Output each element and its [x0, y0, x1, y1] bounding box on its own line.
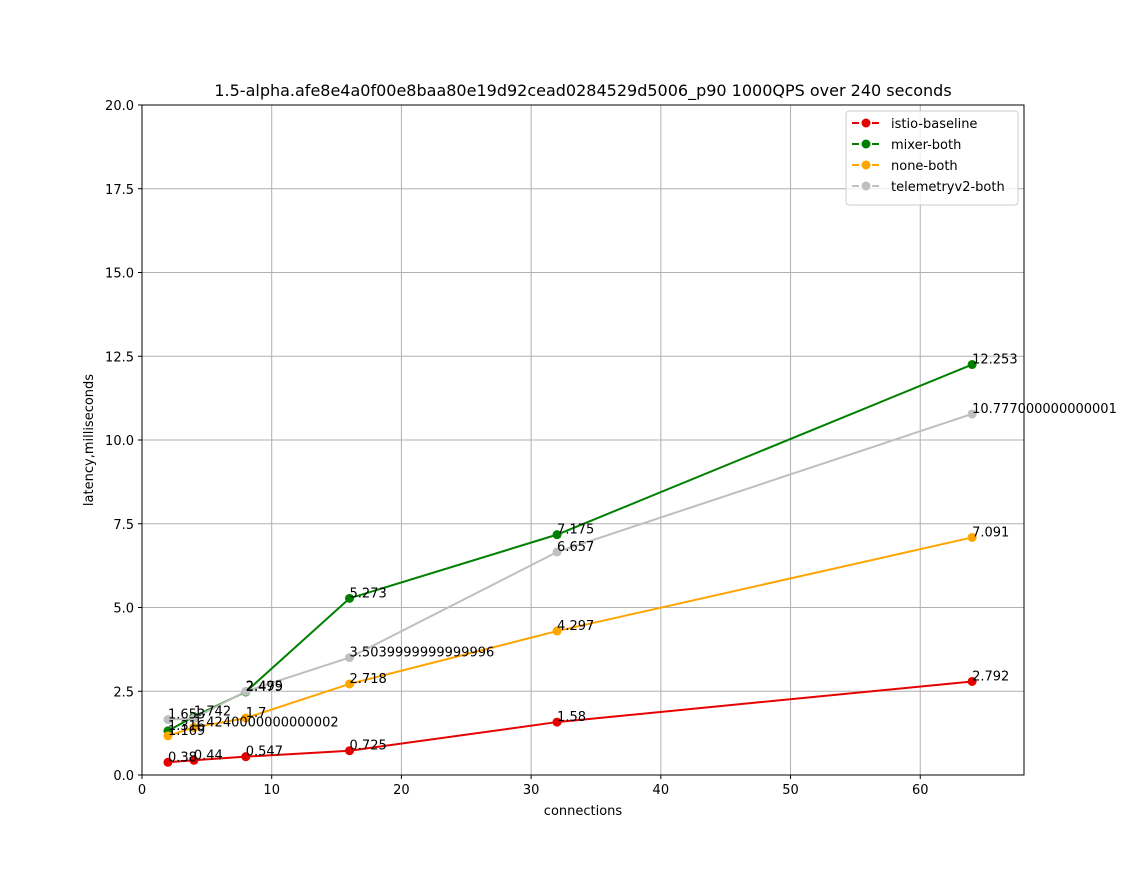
data-label-telemetryv2-both: 3.5039999999999996: [350, 646, 495, 661]
data-label-telemetryv2-both: 10.777000000000001: [972, 402, 1117, 417]
series-line-telemetryv2-both: [167, 413, 973, 721]
legend-box: [845, 110, 1019, 206]
data-point-istio-baseline: [189, 755, 199, 765]
data-point-none-both: [189, 722, 199, 732]
x-tick-label: 10: [263, 783, 280, 798]
x-tick-label: 20: [393, 783, 410, 798]
data-label-mixer-both: 1.742: [194, 705, 231, 720]
x-tick-label: 60: [912, 783, 929, 798]
y-axis-ticks: 0.0 2.5 5.0 7.5 10.0 12.5 15.0 17.5 20.0: [105, 99, 142, 784]
data-label-istio-baseline: 1.58: [557, 710, 586, 725]
data-label-mixer-both: 5.273: [350, 586, 387, 601]
legend-swatch-marker: [861, 160, 871, 170]
data-point-telemetryv2-both: [967, 409, 977, 419]
data-point-mixer-both: [552, 530, 562, 540]
data-point-none-both: [552, 626, 562, 636]
data-label-istio-baseline: 0.44: [194, 748, 223, 763]
data-point-istio-baseline: [967, 676, 977, 686]
data-label-none-both: 2.718: [350, 672, 387, 687]
data-label-istio-baseline: 0.38: [168, 750, 197, 765]
data-point-mixer-both: [345, 593, 355, 603]
data-point-telemetryv2-both: [163, 715, 173, 725]
y-tick-label: 7.5: [113, 518, 134, 533]
data-label-mixer-both: 1.316: [168, 719, 205, 734]
y-tick-label: 10.0: [105, 434, 134, 449]
data-point-none-both: [967, 532, 977, 542]
x-tick-label: 0: [138, 783, 146, 798]
data-point-mixer-both: [967, 360, 977, 370]
data-label-none-both: 4.297: [557, 619, 594, 634]
data-point-none-both: [163, 731, 173, 741]
data-label-telemetryv2-both: 1.653: [168, 708, 205, 723]
legend-label: telemetryv2-both: [891, 180, 1005, 195]
data-label-none-both: 1.169: [168, 724, 205, 739]
x-axis-ticks: 0 10 20 30 40 50 60: [138, 775, 929, 798]
data-point-none-both: [241, 713, 251, 723]
data-point-istio-baseline: [163, 757, 173, 767]
data-label-none-both: 1.7: [246, 706, 267, 721]
data-point-none-both: [345, 679, 355, 689]
series-lines: [167, 363, 973, 764]
y-tick-label: 20.0: [105, 99, 134, 114]
data-label-telemetryv2-both: 6.657: [557, 540, 594, 555]
y-tick-label: 2.5: [113, 685, 134, 700]
data-point-istio-baseline: [241, 752, 251, 762]
x-axis-label: connections: [544, 804, 623, 819]
data-point-telemetryv2-both: [345, 653, 355, 663]
y-tick-label: 17.5: [105, 183, 134, 198]
legend: istio-baseline mixer-both none-both telemet…: [845, 110, 1019, 206]
data-point-istio-baseline: [552, 717, 562, 727]
chart-title: 1.5-alpha.afe8e4a0f00e8baa80e19d92cead02…: [214, 81, 951, 101]
legend-label: istio-baseline: [891, 117, 977, 132]
series-line-none-both: [167, 536, 973, 737]
legend-swatch-marker: [861, 118, 871, 128]
data-label-istio-baseline: 0.547: [246, 745, 283, 760]
x-tick-label: 50: [782, 783, 799, 798]
data-label-mixer-both: 12.253: [972, 353, 1018, 368]
data-point-telemetryv2-both: [241, 686, 251, 696]
y-tick-label: 5.0: [113, 602, 134, 617]
data-label-telemetryv2-both: 2.495: [246, 679, 283, 694]
y-tick-label: 12.5: [105, 350, 134, 365]
legend-label: none-both: [891, 159, 958, 174]
data-label-none-both: 1.4240000000000002: [194, 715, 339, 730]
data-point-telemetryv2-both: [552, 547, 562, 557]
data-label-none-both: 7.091: [972, 525, 1009, 540]
legend-swatch-marker: [861, 181, 871, 191]
data-label-istio-baseline: 0.725: [350, 739, 387, 754]
data-point-telemetryv2-both: [189, 713, 199, 723]
legend-swatch-marker: [861, 139, 871, 149]
y-axis-label: latency,milliseconds: [82, 374, 97, 506]
x-tick-label: 40: [653, 783, 670, 798]
data-point-istio-baseline: [345, 746, 355, 756]
x-tick-label: 30: [523, 783, 540, 798]
y-tick-label: 0.0: [113, 769, 134, 784]
data-label-mixer-both: 2.479: [246, 680, 283, 695]
data-label-mixer-both: 7.175: [557, 523, 594, 538]
y-tick-label: 15.0: [105, 267, 134, 282]
series-points: [163, 360, 977, 767]
data-label-istio-baseline: 2.792: [972, 669, 1009, 684]
legend-label: mixer-both: [891, 138, 961, 153]
